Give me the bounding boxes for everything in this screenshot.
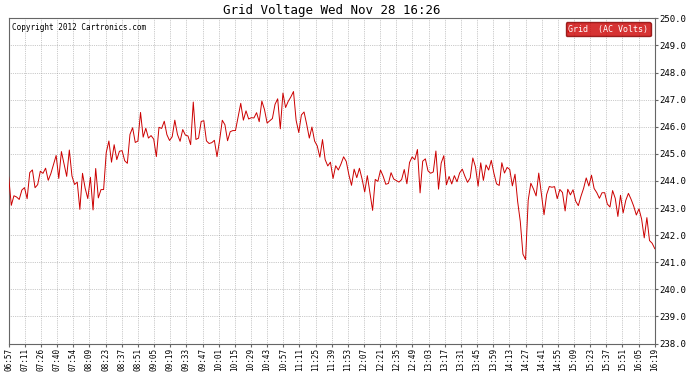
Legend: Grid  (AC Volts): Grid (AC Volts) — [566, 22, 651, 36]
Text: Copyright 2012 Cartronics.com: Copyright 2012 Cartronics.com — [12, 23, 146, 32]
Title: Grid Voltage Wed Nov 28 16:26: Grid Voltage Wed Nov 28 16:26 — [223, 4, 440, 17]
